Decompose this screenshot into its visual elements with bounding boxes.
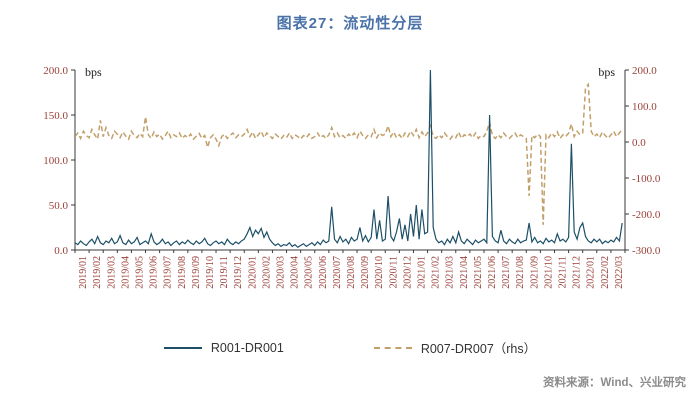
x-axis-tick-label: 2021/01 (417, 256, 428, 289)
x-axis-tick-label: 2020/12 (402, 256, 413, 289)
left-axis-unit-label: bps (85, 65, 102, 79)
chart-legend: R001-DR001 R007-DR007（rhs） (0, 338, 700, 357)
x-axis-tick-label: 2019/11 (219, 256, 230, 288)
left-axis-tick-label: 200.0 (43, 65, 68, 77)
x-axis-tick-label: 2021/07 (501, 256, 512, 289)
x-axis-tick-label: 2020/11 (388, 256, 399, 288)
x-axis-tick-label: 2019/05 (134, 256, 145, 289)
legend-item-r001-dr001: R001-DR001 (163, 340, 284, 355)
x-axis-tick-label: 2020/02 (261, 256, 272, 289)
left-axis-tick-label: 50.0 (49, 200, 69, 212)
data-source-note: 资料来源：Wind、兴业研究 (543, 377, 686, 389)
right-axis-unit-label: bps (598, 65, 615, 79)
right-axis-tick-label: 200.0 (632, 65, 657, 77)
x-axis-tick-label: 2019/08 (177, 256, 188, 289)
right-axis-tick-label: 100.0 (632, 101, 657, 113)
legend-item-r007-dr007: R007-DR007（rhs） (373, 338, 537, 357)
x-axis-tick-label: 2021/10 (543, 256, 554, 289)
x-axis-tick-label: 2021/11 (558, 256, 569, 288)
right-axis-tick-label: -300.0 (632, 245, 661, 257)
x-axis-tick-label: 2022/03 (614, 256, 625, 289)
left-axis-tick-label: 0.0 (54, 245, 68, 257)
x-axis-tick-label: 2021/04 (459, 256, 470, 289)
x-axis-tick-label: 2019/12 (233, 256, 244, 289)
x-axis-tick-label: 2020/06 (318, 256, 329, 289)
series-line-r001-dr001 (75, 69, 623, 249)
x-axis-tick-label: 2020/04 (290, 256, 301, 289)
x-axis-tick-label: 2019/03 (106, 256, 117, 289)
x-axis-tick-label: 2019/07 (163, 256, 174, 289)
left-axis-tick-label: 150.0 (43, 110, 68, 122)
x-axis-tick-label: 2021/09 (529, 256, 540, 289)
x-axis-tick-label: 2020/03 (275, 256, 286, 289)
x-axis-tick-label: 2022/02 (600, 256, 611, 289)
legend-solid-line-icon (163, 346, 202, 349)
x-axis-tick-label: 2019/09 (191, 256, 202, 289)
chart-plot: 200.0 150.0 100.0 50.0 0.0 200.0 100.0 0.0 -100.… (43, 65, 661, 289)
x-axis-tick-label: 2020/01 (247, 256, 258, 289)
x-axis-tick-label: 2019/01 (78, 256, 89, 289)
x-axis-tick-label: 2020/08 (346, 256, 357, 289)
right-axis-tick-label: -100.0 (632, 173, 661, 185)
x-axis-tick-label: 2021/05 (473, 256, 484, 289)
chart-title: 图表27：流动性分层 (276, 15, 424, 32)
legend-dashed-line-icon (373, 346, 412, 349)
x-axis-tick-label: 2020/10 (374, 256, 385, 289)
left-axis-tick-label: 100.0 (43, 155, 68, 167)
x-axis-tick-label: 2020/07 (332, 256, 343, 289)
legend-label-r001-dr001: R001-DR001 (210, 340, 284, 355)
x-axis-tick-label: 2020/05 (304, 256, 315, 289)
series-line-r007-dr007-rhs- (75, 82, 623, 225)
legend-label-r007-dr007: R007-DR007（rhs） (420, 342, 537, 356)
x-axis-tick-label: 2022/01 (586, 256, 597, 289)
x-axis-tick-label: 2021/12 (572, 256, 583, 289)
x-axis-tick-label: 2020/09 (360, 256, 371, 289)
x-axis-tick-label: 2019/02 (92, 256, 103, 289)
x-axis-tick-label: 2021/08 (515, 256, 526, 289)
x-axis-tick-label: 2021/03 (445, 256, 456, 289)
x-axis-tick-label: 2019/10 (205, 256, 216, 289)
right-axis-tick-label: -200.0 (632, 209, 661, 221)
x-axis-tick-label: 2021/06 (487, 256, 498, 289)
right-axis-tick-label: 0.0 (632, 137, 646, 149)
x-axis-tick-label: 2019/06 (149, 256, 160, 289)
x-axis-tick-label: 2021/02 (431, 256, 442, 289)
x-axis-tick-label: 2019/04 (120, 256, 131, 289)
